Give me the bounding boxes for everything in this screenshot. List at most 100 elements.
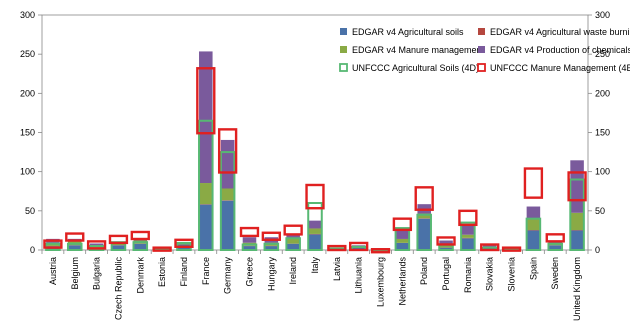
bar-segment-1 [570, 230, 584, 250]
legend-label: EDGAR v4 Agricultural soils [352, 27, 464, 37]
bar-segment-1 [286, 243, 300, 250]
outline-layer-soils [45, 119, 585, 252]
outline-manure-mark [305, 183, 325, 210]
outline-manure-mark [217, 128, 238, 174]
category-label: Poland [419, 257, 429, 285]
outline-soils-mark [547, 242, 564, 252]
outline-soils-mark [285, 237, 301, 251]
category-label: Estonia [157, 257, 167, 287]
bar-segment-1 [395, 242, 410, 250]
category-label: Hungary [266, 257, 276, 292]
y-tick-label-right: 100 [595, 167, 610, 177]
outline-manure-mark [523, 167, 544, 199]
outline-soils-mark [416, 213, 432, 251]
outline-manure-mark [392, 217, 413, 232]
outline-soils-mark [241, 243, 258, 251]
bar-segment-4 [89, 243, 104, 246]
outline-manure-mark [414, 186, 434, 211]
outline-manure-mark [174, 238, 194, 249]
outline-manure-mark [43, 239, 63, 249]
outline-manure-mark [501, 246, 522, 252]
outline-soils-mark [66, 242, 83, 252]
outline-manure-mark [436, 236, 456, 246]
outline-soils-mark [132, 241, 149, 252]
bar-segment-3 [570, 212, 584, 231]
bar-segment-1 [417, 218, 431, 250]
bar-segment-4 [439, 240, 453, 245]
bar-segment-4 [220, 139, 235, 189]
outline-manure-mark [108, 234, 129, 245]
category-label: Greece [244, 257, 254, 287]
legend-label: EDGAR v4 Production of chemicals [490, 45, 630, 55]
bar-segment-1 [111, 245, 126, 250]
bar-segment-4 [570, 160, 584, 213]
bar-segment-1 [264, 246, 279, 250]
x-axis-labels: Austria Belgium Bulgaria Czech Republic Denm… [48, 257, 582, 322]
bar-segment-4 [242, 237, 257, 243]
y-tick-label-left: 100 [20, 167, 35, 177]
category-label: Germany [223, 257, 233, 295]
bar-segment-1 [461, 238, 475, 250]
outline-manure-mark [65, 232, 85, 242]
category-label: Belgium [70, 257, 80, 290]
bar-segment-1 [526, 230, 541, 250]
outline-soils-mark [307, 202, 323, 251]
category-label: Denmark [135, 257, 145, 294]
category-label: Bulgaria [92, 257, 102, 290]
outline-manure-mark [261, 231, 281, 241]
legend-swatch [477, 63, 486, 72]
bar-segment-3 [199, 183, 213, 205]
y-tick-label-right: 150 [595, 128, 610, 138]
y-tick-label-right: 250 [595, 49, 610, 59]
bar-segment-4 [482, 245, 497, 247]
category-label: Latvia [332, 257, 342, 281]
outline-manure-mark [283, 224, 303, 236]
category-label: United Kingdom [572, 257, 582, 321]
legend-swatch [340, 28, 347, 35]
outline-soils-mark [198, 119, 214, 251]
y-tick-label-right: 50 [595, 206, 605, 216]
outline-manure-mark [327, 244, 347, 252]
legend-label: EDGAR v4 Agricultural waste burning [490, 27, 630, 37]
y-tick-label-right: 300 [595, 10, 610, 20]
legend-label: UNFCCC Manure Management (4B) [490, 63, 630, 73]
category-label: Finland [179, 257, 189, 287]
legend-label: UNFCCC Agricultural Soils (4D) [352, 63, 479, 73]
bar-segment-3 [286, 238, 300, 244]
outline-soils-mark [460, 221, 476, 251]
outline-manure-mark [239, 226, 260, 238]
bar-segment-4 [395, 228, 410, 239]
y-tick-label-left: 200 [20, 88, 35, 98]
bar-segment-3 [395, 238, 410, 243]
outline-manure-mark [480, 243, 500, 252]
outline-manure-mark [86, 240, 107, 250]
bar-segment-4 [199, 51, 213, 184]
bar-segment-3 [220, 188, 235, 201]
outline-soils-mark [569, 178, 585, 251]
category-label: Sweden [550, 257, 560, 290]
category-label: Netherlands [397, 257, 407, 306]
outline-soils-mark [219, 151, 236, 251]
category-label: Austria [48, 257, 58, 285]
outline-manure-mark [567, 171, 587, 202]
bar-segment-1 [242, 246, 257, 250]
outline-manure-mark [130, 230, 150, 241]
bar-segment-4 [526, 206, 541, 219]
legend-swatch [340, 46, 347, 53]
bar-segment-3 [526, 218, 541, 231]
category-label: Lithuania [354, 257, 364, 294]
bar-segment-3 [461, 234, 475, 238]
bar-segment-1 [439, 247, 453, 250]
y-tick-label-left: 300 [20, 10, 35, 20]
bar-segment-4 [461, 225, 475, 235]
bars-layer [46, 51, 584, 250]
category-label: Czech Republic [113, 257, 123, 321]
category-label: Luxembourg [376, 257, 386, 307]
category-label: Slovenia [507, 257, 517, 292]
outline-manure-mark [458, 209, 478, 227]
outline-manure-mark [196, 67, 216, 135]
legend-label: EDGAR v4 Manure management [352, 45, 485, 55]
bar-segment-3 [308, 228, 322, 234]
bar-segment-1 [548, 245, 563, 250]
